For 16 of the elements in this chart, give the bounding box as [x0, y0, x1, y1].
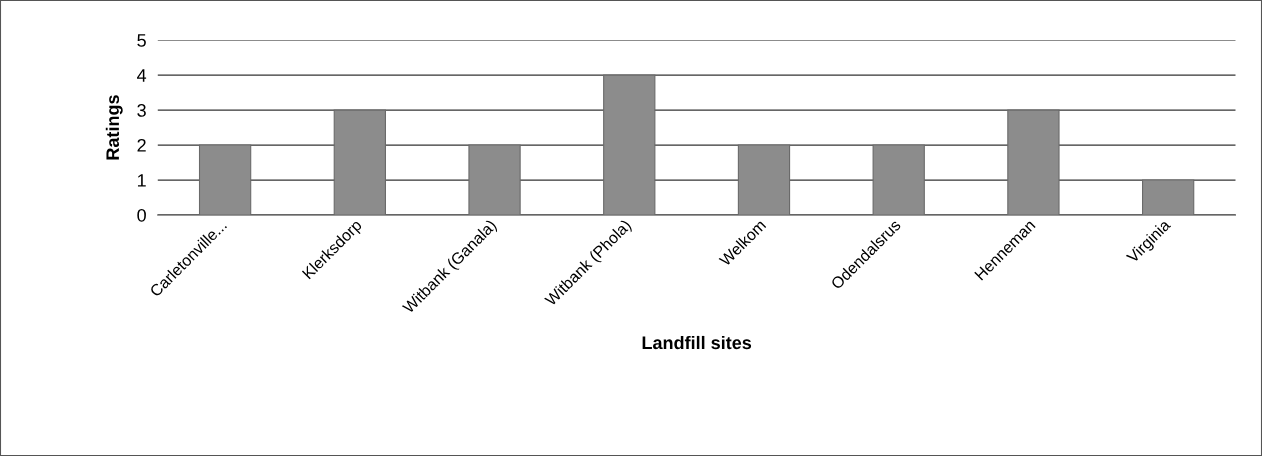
y-tick-label: 3	[137, 104, 146, 117]
bar	[333, 109, 386, 215]
bar	[737, 144, 791, 215]
bar	[1007, 109, 1060, 215]
bar	[872, 144, 925, 215]
y-tick-label: 2	[137, 138, 146, 152]
y-tick-label: 4	[137, 69, 147, 82]
bar	[198, 144, 252, 215]
y-tick-label: 1	[137, 174, 146, 187]
y-axis-title: Ratings	[105, 95, 123, 160]
bar	[1141, 179, 1195, 215]
bar	[468, 144, 521, 215]
y-tick-label: 0	[137, 208, 146, 222]
bar	[603, 74, 656, 215]
x-axis-title: Landfill sites	[642, 335, 752, 350]
y-tick-label: 5	[137, 34, 146, 47]
